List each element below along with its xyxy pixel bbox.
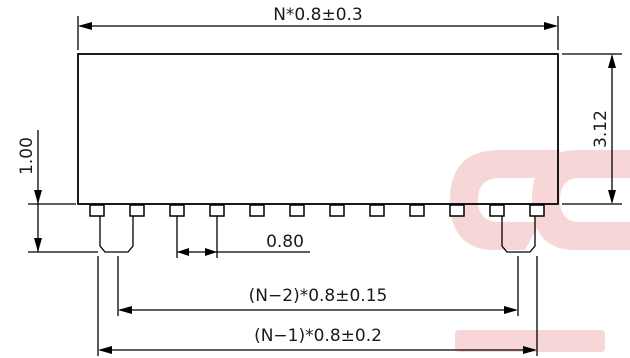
pin-pad [449, 204, 465, 217]
pin-pad [329, 204, 345, 217]
pin-pad [369, 204, 385, 217]
outer-span-dimension: (N−1)*0.8±0.2 [97, 256, 538, 356]
connector-body [77, 53, 559, 205]
left-post [99, 216, 134, 253]
pin-pad [209, 204, 225, 217]
pin-pad [289, 204, 305, 217]
top-width-label: N*0.8±0.3 [273, 5, 363, 25]
outer-span-label: (N−1)*0.8±0.2 [254, 326, 382, 346]
right-post [501, 216, 536, 253]
pin-pad [89, 204, 105, 217]
height-dimension: 3.12 [562, 53, 622, 205]
standoff-label: 1.00 [17, 137, 37, 175]
pin-pad [529, 204, 545, 217]
pin-pad [169, 204, 185, 217]
pin-pad [129, 204, 145, 217]
pin-pad [409, 204, 425, 217]
inner-span-label: (N−2)*0.8±0.15 [249, 286, 388, 306]
top-width-dimension: N*0.8±0.3 [77, 5, 559, 50]
pin-row [89, 204, 545, 217]
height-label: 3.12 [591, 110, 611, 148]
pitch-dimension: 0.80 [176, 216, 310, 258]
watermark-logo [450, 150, 630, 352]
pin-pad [249, 204, 265, 217]
pitch-label: 0.80 [266, 232, 304, 252]
standoff-dimension: 1.00 [17, 130, 98, 253]
inner-span-dimension: (N−2)*0.8±0.15 [117, 256, 519, 316]
pin-pad [489, 204, 505, 217]
